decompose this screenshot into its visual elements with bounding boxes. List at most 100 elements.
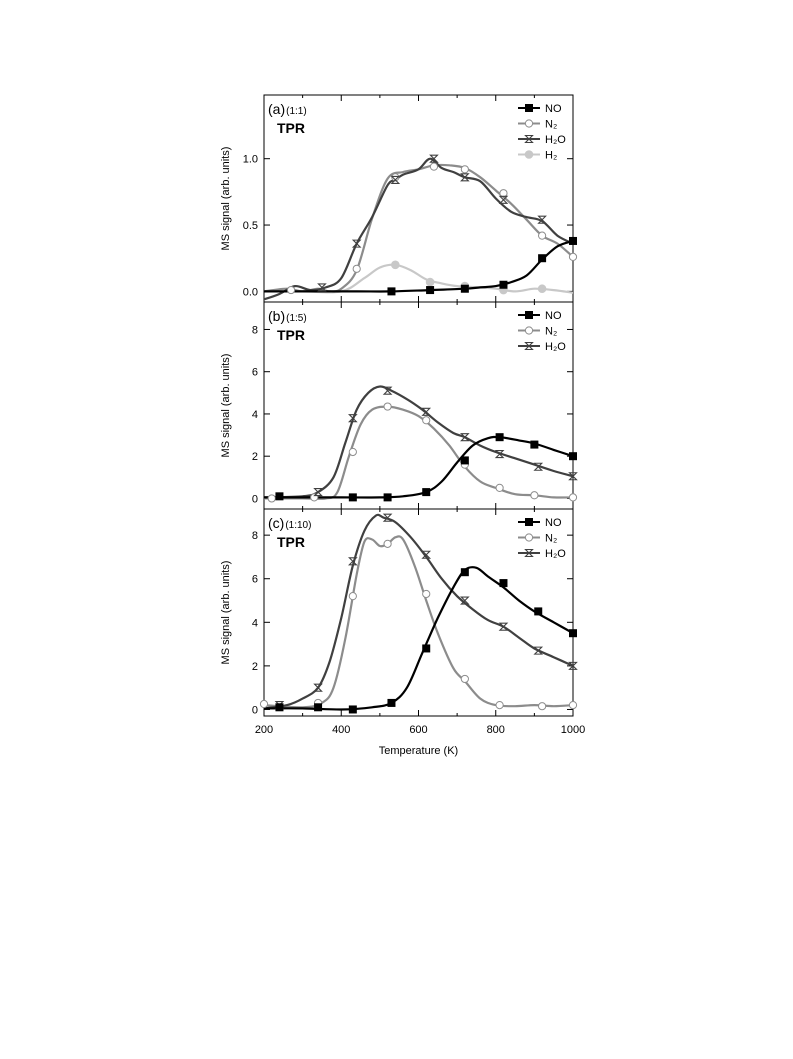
point-marker-n2 xyxy=(259,699,269,709)
point-marker-h2o xyxy=(460,173,470,182)
point-marker-h2o xyxy=(498,195,509,204)
panel-1: 0.0 0.5 1.0 MS signal (arb. units) (a)(1:1) T… xyxy=(220,94,578,303)
legend-marker-h2o xyxy=(524,341,534,351)
point-marker-h2o xyxy=(429,154,439,163)
marker-layer xyxy=(286,154,578,296)
y-axis-title: MS signal (arb. units) xyxy=(220,147,232,251)
legend-item-h2o: H₂O xyxy=(518,134,566,146)
point-marker-no xyxy=(387,698,396,707)
legend-label: N₂ xyxy=(545,326,557,338)
legend-label: N₂ xyxy=(545,533,557,545)
legend-marker-h2o xyxy=(524,548,534,558)
x-tick-label: 200 xyxy=(255,724,273,736)
legend: NO N₂ H₂O H₂ xyxy=(518,103,566,162)
legend-item-no: NO xyxy=(518,310,562,322)
point-marker-no xyxy=(499,280,508,289)
point-marker-h2o xyxy=(390,175,401,184)
legend-marker-h2 xyxy=(524,150,534,159)
point-marker-n2 xyxy=(348,447,357,457)
point-marker-no xyxy=(348,705,357,714)
series-line-h2o xyxy=(264,385,573,499)
point-marker-h2o xyxy=(460,596,470,605)
point-marker-n2 xyxy=(383,402,392,411)
legend-label: H₂ xyxy=(545,150,557,162)
panel-label: (c)(1:10) xyxy=(268,515,311,531)
point-marker-no xyxy=(569,452,577,461)
y-tick-label: 6 xyxy=(252,574,258,586)
point-marker-h2o xyxy=(348,557,358,566)
point-marker-h2o xyxy=(568,661,578,670)
point-marker-h2o xyxy=(317,283,327,292)
point-marker-n2 xyxy=(422,416,431,425)
legend-item-h2: H₂ xyxy=(518,150,557,162)
point-marker-no xyxy=(538,254,547,263)
y-tick-label: 0 xyxy=(252,704,258,716)
series-line-h2 xyxy=(264,263,573,294)
legend-label: H₂O xyxy=(545,548,566,560)
point-marker-no xyxy=(460,284,469,293)
point-marker-n2 xyxy=(499,189,508,198)
x-tick-label: 1000 xyxy=(561,724,585,736)
panel-letter: (a) xyxy=(268,101,285,117)
point-marker-n2 xyxy=(538,231,547,240)
panel-letter: (b) xyxy=(268,308,285,324)
point-marker-h2o xyxy=(348,414,358,423)
point-marker-no xyxy=(460,456,469,465)
point-marker-h2o xyxy=(533,646,544,655)
marker-layer xyxy=(259,513,578,714)
legend-label: N₂ xyxy=(545,119,557,131)
legend-item-h2o: H₂O xyxy=(518,548,566,560)
point-marker-no xyxy=(569,629,577,638)
series-line-no xyxy=(264,239,573,293)
legend-marker-no xyxy=(525,104,533,112)
point-marker-n2 xyxy=(568,493,578,502)
point-marker-no xyxy=(275,703,284,712)
legend-marker-no xyxy=(525,518,533,526)
point-marker-h2 xyxy=(425,277,435,287)
y-tick-label: 0.0 xyxy=(243,286,258,298)
point-marker-n2 xyxy=(286,285,296,295)
legend-marker-n2 xyxy=(524,119,534,128)
point-marker-h2 xyxy=(391,260,400,270)
point-marker-h2o xyxy=(494,450,505,459)
point-marker-h2o xyxy=(313,683,323,692)
point-marker-n2 xyxy=(495,483,504,492)
legend-label: NO xyxy=(545,310,562,322)
legend-marker-n2 xyxy=(524,533,534,542)
point-marker-h2o xyxy=(313,488,323,497)
point-marker-n2 xyxy=(422,589,431,599)
point-marker-n2 xyxy=(267,494,276,503)
panel-label: (b)(1:5) xyxy=(268,308,307,324)
x-tick-label: 400 xyxy=(332,724,350,736)
legend-item-n2: N₂ xyxy=(518,533,557,545)
point-marker-n2 xyxy=(568,252,578,261)
point-marker-no xyxy=(387,287,396,296)
legend: NO N₂ H₂O xyxy=(518,517,566,560)
point-marker-no xyxy=(534,607,543,616)
point-marker-h2o xyxy=(533,462,544,471)
x-tick-label: 600 xyxy=(409,724,427,736)
point-marker-h2o xyxy=(537,215,547,224)
y-tick-label: 6 xyxy=(252,367,258,379)
point-marker-n2 xyxy=(460,674,469,684)
panel-ratio: (1:5) xyxy=(286,313,307,324)
point-marker-h2 xyxy=(537,284,547,294)
point-marker-no xyxy=(530,440,539,449)
point-marker-h2o xyxy=(568,472,578,481)
series-layer xyxy=(264,385,573,500)
point-marker-no xyxy=(499,579,508,588)
panel-label: (a)(1:1) xyxy=(268,101,307,117)
y-axis-title: MS signal (arb. units) xyxy=(220,354,232,458)
point-marker-h2o xyxy=(460,433,470,442)
point-marker-no xyxy=(495,433,504,442)
y-tick-label: 8 xyxy=(252,324,258,336)
marker-layer xyxy=(267,386,578,503)
y-tick-label: 0.5 xyxy=(243,220,258,232)
panel-tag: TPR xyxy=(277,534,305,550)
legend: NO N₂ H₂O xyxy=(518,310,566,353)
y-tick-label: 2 xyxy=(252,451,258,463)
point-marker-no xyxy=(383,493,392,502)
y-tick-label: 1.0 xyxy=(243,154,258,166)
point-marker-h2o xyxy=(421,407,432,416)
